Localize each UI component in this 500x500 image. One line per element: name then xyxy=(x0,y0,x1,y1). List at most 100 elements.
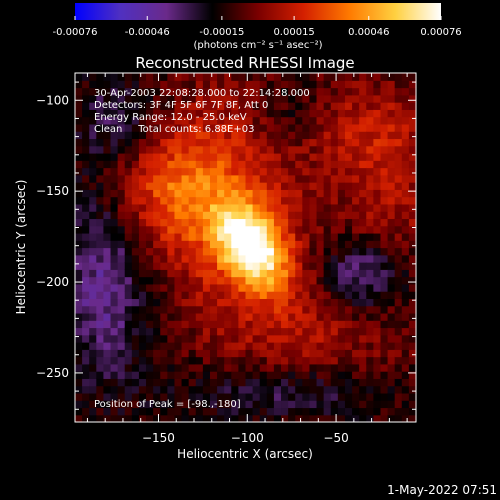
heatmap-cell xyxy=(146,407,154,416)
heatmap-cell xyxy=(110,334,119,343)
heatmap-cell xyxy=(195,145,204,154)
heatmap-cell xyxy=(238,276,247,285)
heatmap-cell xyxy=(160,320,168,329)
heatmap-cell xyxy=(366,109,374,118)
heatmap-cell xyxy=(146,94,154,103)
heatmap-cell xyxy=(302,407,311,416)
heatmap-cell xyxy=(224,276,232,285)
heatmap-cell xyxy=(288,167,296,176)
heatmap-cell xyxy=(160,123,168,132)
heatmap-cell xyxy=(174,363,183,372)
heatmap-cell xyxy=(380,218,389,227)
heatmap-cell xyxy=(117,102,126,110)
heatmap-cell xyxy=(138,174,147,183)
heatmap-cell xyxy=(209,73,218,81)
heatmap-cell xyxy=(330,269,339,278)
heatmap-cell xyxy=(252,189,261,198)
heatmap-cell xyxy=(209,196,218,205)
heatmap-cell xyxy=(281,400,289,409)
heatmap-cell xyxy=(366,218,374,227)
heatmap-cell xyxy=(394,407,403,416)
heatmap-cell xyxy=(238,73,247,81)
heatmap-cell xyxy=(408,356,416,365)
heatmap-cell xyxy=(359,182,367,190)
heatmap-cell xyxy=(380,298,389,307)
heatmap-cell xyxy=(344,196,353,205)
heatmap-cell xyxy=(323,211,332,220)
heatmap-cell xyxy=(387,94,396,103)
heatmap-cell xyxy=(316,334,325,343)
heatmap-cell xyxy=(245,305,254,314)
heatmap-cell xyxy=(209,262,218,270)
heatmap-cell xyxy=(337,269,346,278)
heatmap-cell xyxy=(146,203,154,212)
heatmap-cell xyxy=(224,196,232,205)
heatmap-cell xyxy=(138,269,147,278)
heatmap-cell xyxy=(352,94,360,103)
heatmap-cell xyxy=(174,305,183,314)
heatmap-cell xyxy=(89,138,97,147)
heatmap-cell xyxy=(352,305,360,314)
heatmap-cell xyxy=(117,167,126,176)
heatmap-cell xyxy=(231,356,239,365)
heatmap-cell xyxy=(295,254,303,263)
heatmap-cell xyxy=(110,414,119,422)
heatmap-cell xyxy=(96,211,105,220)
heatmap-cell xyxy=(224,400,232,409)
heatmap-cell xyxy=(295,109,303,118)
heatmap-cell xyxy=(195,232,204,241)
heatmap-cell xyxy=(302,262,311,270)
heatmap-cell xyxy=(103,102,112,110)
heatmap-cell xyxy=(238,342,247,350)
heatmap-cell xyxy=(146,305,154,314)
heatmap-cell xyxy=(245,363,254,372)
heatmap-cell xyxy=(373,152,382,161)
heatmap-cell xyxy=(124,262,133,270)
heatmap-cell xyxy=(238,87,247,96)
heatmap-cell xyxy=(138,167,147,176)
heatmap-cell xyxy=(217,109,225,118)
heatmap-cell xyxy=(273,400,282,409)
heatmap-cell xyxy=(82,116,90,125)
heatmap-cell xyxy=(202,145,211,154)
heatmap-cell xyxy=(96,73,105,81)
heatmap-cell xyxy=(259,305,268,314)
heatmap-cell xyxy=(245,342,254,350)
heatmap-cell xyxy=(103,269,112,278)
heatmap-cell xyxy=(394,167,403,176)
heatmap-cell xyxy=(96,334,105,343)
heatmap-cell xyxy=(408,349,416,358)
heatmap-cell xyxy=(124,203,133,212)
heatmap-cell xyxy=(344,356,353,365)
y-tick-label: −150 xyxy=(36,184,69,198)
heatmap-cell xyxy=(394,196,403,205)
heatmap-cell xyxy=(89,247,97,256)
heatmap-cell xyxy=(195,305,204,314)
heatmap-cell xyxy=(209,247,218,256)
heatmap-cell xyxy=(288,269,296,278)
heatmap-cell xyxy=(359,152,367,161)
heatmap-cell xyxy=(252,247,261,256)
heatmap-cell xyxy=(252,262,261,270)
heatmap-cell xyxy=(408,400,416,409)
heatmap-cell xyxy=(103,305,112,314)
heatmap-cell xyxy=(124,80,133,89)
heatmap-cell xyxy=(195,363,204,372)
heatmap-cell xyxy=(344,232,353,241)
heatmap-cell xyxy=(323,160,332,169)
heatmap-cell xyxy=(387,240,396,249)
heatmap-cell xyxy=(167,312,176,321)
heatmap-cell xyxy=(103,320,112,329)
heatmap-cell xyxy=(75,109,83,118)
heatmap-cell xyxy=(167,276,176,285)
heatmap-cell xyxy=(288,116,296,125)
heatmap-cell xyxy=(89,327,97,336)
heatmap-cell xyxy=(323,196,332,205)
heatmap-cell xyxy=(373,145,382,154)
heatmap-cell xyxy=(89,320,97,329)
heatmap-cell xyxy=(238,334,247,343)
heatmap-cell xyxy=(181,73,190,81)
heatmap-cell xyxy=(344,349,353,358)
heatmap-cell xyxy=(344,174,353,183)
heatmap-cell xyxy=(309,123,318,132)
